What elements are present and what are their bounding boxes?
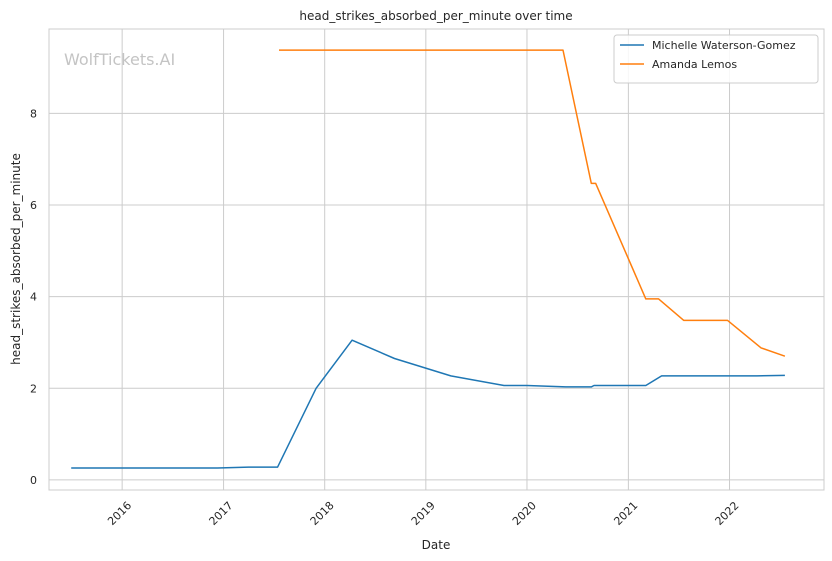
chart-title: head_strikes_absorbed_per_minute over ti…: [299, 9, 572, 23]
legend-box: [613, 34, 819, 84]
y-tick-label: 6: [30, 199, 37, 212]
y-tick-labels: 0 2 4 6 8: [30, 107, 37, 487]
legend: Michelle Waterson-Gomez Amanda Lemos: [613, 34, 819, 84]
y-tick-label: 2: [30, 382, 37, 395]
y-tick-label: 8: [30, 107, 37, 120]
legend-label: Michelle Waterson-Gomez: [652, 39, 796, 52]
plot-area: [49, 29, 824, 490]
y-tick-label: 0: [30, 474, 37, 487]
y-axis-label: head_strikes_absorbed_per_minute: [9, 153, 23, 365]
x-axis-label: Date: [422, 538, 451, 552]
series-line-1: [71, 339, 785, 469]
series-layer: [71, 49, 786, 469]
plot-frame: [48, 28, 825, 491]
watermark: WolfTickets.AI: [64, 50, 175, 69]
y-tick-label: 4: [30, 291, 37, 304]
legend-label: Amanda Lemos: [652, 58, 737, 71]
grid: [49, 29, 824, 490]
series-line-2: [279, 49, 786, 357]
